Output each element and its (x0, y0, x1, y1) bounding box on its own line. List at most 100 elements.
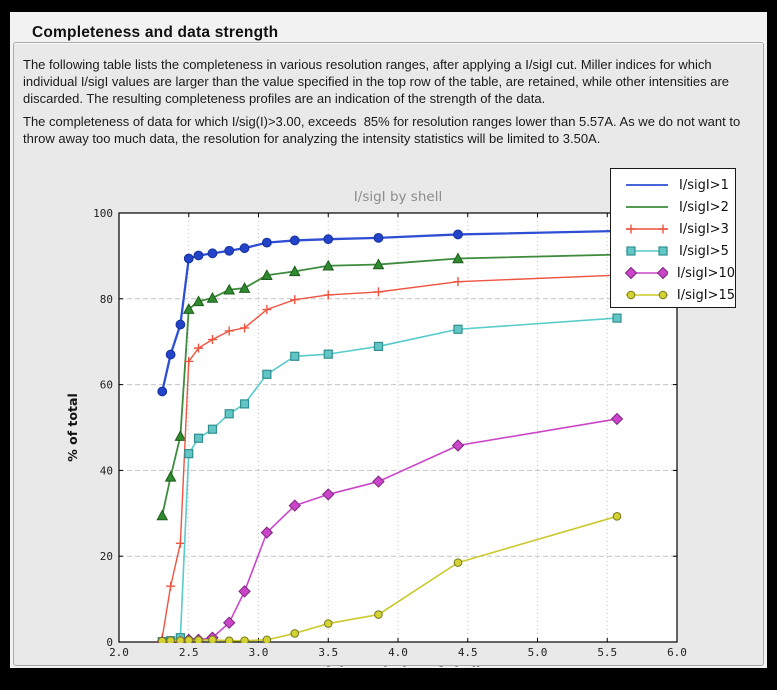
y-tick-label: 20 (100, 550, 113, 563)
marker-circle (224, 245, 235, 256)
legend-item: I/sigI>3 (611, 218, 735, 240)
marker-square (323, 349, 333, 359)
marker-circle (194, 635, 203, 643)
marker-circle (224, 636, 234, 643)
marker-plus (207, 335, 217, 345)
marker-square (239, 399, 250, 409)
x-tick-label: 2.0 (109, 646, 129, 659)
marker-square (262, 369, 272, 379)
legend-label: I/sigI>15 (676, 287, 735, 303)
marker-circle (239, 243, 250, 254)
legend-item: I/sigI>15 (611, 284, 735, 306)
marker-square (658, 246, 668, 256)
marker-plus (262, 305, 272, 315)
marker-plus (240, 323, 250, 333)
marker-circle (157, 636, 167, 643)
chart-figure: 2.0 2.5 3.0 3.5 4.0 4.5 5.0 5.5 6.0 0 20 40 60 80 100 I… (14, 158, 765, 667)
legend-item: I/sigI>10 (611, 262, 735, 284)
marker-circle (157, 386, 168, 397)
legend-label: I/sigI>5 (679, 243, 729, 259)
marker-square (373, 341, 384, 352)
marker-circle (373, 232, 384, 243)
series-line-I/sigI>1 (161, 229, 619, 393)
y-tick-label: 40 (100, 464, 113, 477)
marker-square (193, 433, 204, 443)
series-line-I/sigI>3 (161, 274, 618, 639)
marker-circle (166, 636, 175, 643)
marker-square (626, 246, 636, 256)
marker-circle (165, 349, 176, 360)
chart-legend: I/sigI>1 I/sigI>2 I/sigI>3 I/sigI>5 I/sigI>1… (610, 168, 736, 308)
x-tick-label: 3.5 (318, 646, 338, 659)
marker-circle (612, 512, 622, 521)
marker-circle (193, 250, 204, 261)
marker-plus (290, 295, 300, 305)
y-tick-label: 100 (93, 207, 113, 220)
marker-square (612, 313, 622, 323)
marker-plus (453, 277, 463, 287)
marker-triangle (322, 259, 335, 271)
marker-diamond (222, 616, 236, 629)
marker-diamond (288, 499, 301, 512)
marker-triangle (372, 258, 385, 270)
marker-plus (373, 287, 383, 297)
legend-swatch (626, 224, 668, 234)
marker-diamond (260, 526, 274, 539)
marker-square (290, 351, 300, 361)
legend-swatch (626, 290, 668, 300)
marker-triangle (261, 269, 273, 280)
x-tick-label: 5.5 (597, 646, 617, 659)
legend-label: I/sigI>3 (679, 221, 729, 237)
legend-label: I/sigI>10 (676, 265, 735, 281)
marker-circle (207, 248, 218, 259)
legend-label: I/sigI>2 (679, 199, 729, 215)
marker-triangle (288, 265, 301, 277)
legend-item: I/sigI>1 (611, 174, 735, 196)
marker-diamond (372, 475, 385, 488)
chart-title: I/sigI by shell (354, 189, 442, 205)
marker-plus (184, 356, 194, 366)
content-panel: The following table lists the completene… (13, 42, 765, 667)
page-title: Completeness and data strength (32, 24, 279, 41)
y-tick-label: 0 (106, 636, 113, 649)
marker-circle (626, 290, 636, 300)
marker-circle (262, 635, 272, 643)
marker-diamond (610, 412, 624, 426)
marker-square (184, 449, 194, 459)
marker-circle (175, 319, 186, 330)
marker-plus (166, 581, 176, 591)
marker-square (453, 324, 463, 334)
marker-circle (183, 253, 194, 264)
paragraph-resolution-conclusion: The completeness of data for which I/sig… (23, 114, 744, 146)
marker-circle (261, 237, 272, 248)
marker-plus (194, 343, 204, 353)
legend-label: I/sigI>1 (679, 177, 729, 193)
marker-diamond (322, 488, 335, 501)
marker-plus (323, 290, 333, 300)
marker-triangle (452, 252, 464, 264)
x-tick-label: 3.0 (249, 646, 269, 659)
marker-circle (658, 290, 668, 300)
marker-diamond (624, 266, 638, 280)
marker-plus (626, 224, 636, 234)
marker-triangle (164, 470, 177, 482)
x-tick-label: 5.0 (528, 646, 548, 659)
legend-swatch (626, 246, 668, 256)
series-group (156, 226, 624, 643)
legend-item: I/sigI>5 (611, 240, 735, 262)
marker-triangle (192, 295, 205, 307)
x-tick-label: 2.5 (179, 646, 199, 659)
marker-circle (208, 635, 217, 643)
marker-triangle (223, 283, 236, 295)
legend-swatch (626, 184, 668, 186)
series-line-I/sigI>2 (161, 253, 618, 517)
legend-swatch (624, 266, 668, 280)
series-line-I/sigI>5 (161, 317, 618, 643)
x-axis-label: High resolution of shell (316, 664, 481, 667)
marker-triangle (238, 282, 251, 293)
y-tick-label: 80 (100, 293, 113, 306)
marker-triangle (206, 291, 219, 303)
marker-circle (374, 610, 383, 619)
x-tick-label: 4.5 (458, 646, 478, 659)
